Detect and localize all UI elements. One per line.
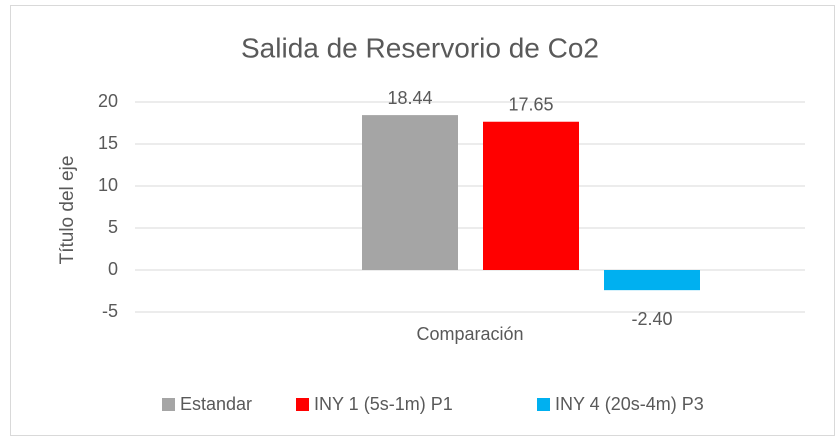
- y-tick-label: 5: [108, 217, 118, 237]
- legend-swatch: [296, 398, 309, 411]
- bar: [604, 270, 700, 291]
- value-label: 18.44: [387, 88, 432, 108]
- legend-label: INY 4 (20s-4m) P3: [555, 394, 704, 414]
- y-axis-title: Título del eje: [57, 156, 78, 265]
- chart-title: Salida de Reservorio de Co2: [241, 32, 599, 63]
- bar: [483, 121, 579, 271]
- legend-label: Estandar: [180, 394, 252, 414]
- y-tick-label: 0: [108, 259, 118, 279]
- x-tick-label: Comparación: [416, 324, 523, 344]
- y-tick-label: 15: [98, 133, 118, 153]
- legend-label: INY 1 (5s-1m) P1: [314, 394, 453, 414]
- value-label: 17.65: [508, 94, 553, 114]
- bar: [362, 115, 458, 270]
- y-tick-label: 10: [98, 175, 118, 195]
- y-tick-label: -5: [102, 301, 118, 321]
- value-label: -2.40: [631, 309, 672, 329]
- legend-swatch: [537, 398, 550, 411]
- y-tick-label: 20: [98, 91, 118, 111]
- legend-swatch: [162, 398, 175, 411]
